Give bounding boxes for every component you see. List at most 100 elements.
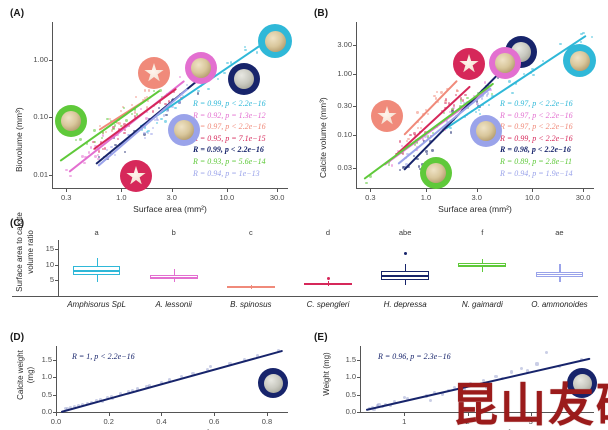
data-point: [417, 126, 420, 129]
data-point: [148, 89, 151, 92]
data-point: [402, 395, 406, 399]
x-tick: [66, 189, 68, 192]
data-point: [415, 148, 418, 152]
axis-line-x: [12, 296, 598, 297]
spinosus-specimen: [138, 57, 170, 89]
data-point: [416, 157, 419, 161]
data-point: [143, 131, 146, 134]
data-point: [419, 126, 422, 129]
y-tick-label: 0.30: [337, 101, 352, 111]
data-point: [590, 35, 594, 38]
data-point: [110, 129, 114, 132]
data-point: [421, 138, 425, 141]
data-point: [89, 146, 93, 149]
data-point: [481, 379, 485, 383]
panel-a-xlabel: Surface area (mm²): [133, 204, 207, 214]
data-point: [145, 117, 148, 120]
species-label-6: O. ammonoides: [531, 300, 588, 309]
x-tick-label: 3.0: [471, 193, 482, 202]
data-point: [390, 164, 394, 167]
ammonoides-specimen: [168, 114, 200, 146]
data-point: [118, 122, 121, 125]
data-point: [108, 117, 112, 120]
data-point: [100, 399, 104, 404]
panel-d-annotation: R = 1, p < 2.2e−16: [72, 352, 135, 361]
data-point: [387, 164, 390, 167]
data-point: [425, 150, 428, 153]
y-tick-label: 1.0: [41, 372, 52, 382]
boxplot-median: [72, 270, 121, 272]
data-point: [459, 99, 463, 102]
data-point: [172, 90, 176, 93]
specimen-core: [459, 54, 479, 73]
y-tick-label: 0.03: [337, 162, 352, 172]
data-point: [541, 59, 545, 62]
y-tick: [357, 412, 360, 413]
data-point: [116, 121, 119, 125]
panel-a-label: (A): [10, 8, 25, 19]
axis-line-y: [58, 240, 59, 296]
data-point: [407, 137, 410, 140]
data-point: [494, 374, 498, 379]
data-point: [442, 111, 445, 115]
y-tick-label: 0.01: [33, 170, 48, 180]
data-point: [434, 97, 438, 100]
specimen-core: [377, 106, 397, 125]
gaimardi-specimen: [420, 157, 452, 189]
data-point: [101, 131, 104, 135]
data-point: [440, 91, 443, 94]
data-point: [511, 91, 514, 95]
specimen-core: [476, 121, 496, 141]
data-point: [105, 148, 108, 152]
data-point: [401, 152, 405, 155]
data-point: [87, 151, 91, 154]
data-point: [409, 134, 412, 137]
data-point: [223, 71, 226, 75]
data-point: [112, 136, 116, 140]
depressa-specimen: [228, 63, 260, 95]
gaimardi-specimen: [55, 105, 87, 137]
data-point: [159, 89, 162, 92]
data-point: [444, 99, 447, 103]
data-point: [166, 109, 169, 113]
data-point: [96, 153, 100, 156]
y-tick: [357, 394, 360, 396]
x-tick: [226, 189, 228, 192]
y-tick: [53, 394, 56, 396]
data-point: [459, 101, 463, 105]
x-tick-label: 3: [528, 417, 533, 426]
specimen-core: [126, 166, 146, 185]
data-point: [155, 117, 158, 120]
data-point: [449, 126, 452, 130]
panel-c-ylabel: Surface area to calcite volume ratio: [15, 212, 35, 292]
boxplot-whisker-upper: [173, 268, 175, 275]
data-point: [243, 45, 247, 49]
x-tick-label: 1: [402, 417, 407, 426]
data-point: [424, 135, 427, 138]
data-point: [133, 111, 137, 114]
data-point: [65, 169, 68, 172]
data-point: [369, 175, 372, 178]
x-tick: [171, 189, 173, 192]
data-point: [480, 97, 484, 100]
data-point: [478, 105, 482, 108]
data-point: [580, 32, 583, 35]
data-point: [79, 138, 82, 141]
data-point: [461, 99, 464, 102]
data-point: [97, 157, 100, 160]
y-tick-label: 15: [45, 244, 54, 254]
data-point: [415, 141, 419, 144]
data-point: [557, 365, 561, 369]
data-point: [153, 118, 156, 121]
data-point: [486, 92, 490, 95]
legend-stat-4: R = 0.99, p < 2.2e−16: [193, 145, 264, 155]
data-point: [85, 142, 89, 145]
y-tick: [353, 73, 356, 75]
significance-letter-3: d: [325, 228, 331, 237]
specimen-core: [495, 53, 515, 73]
y-tick: [353, 106, 356, 108]
data-point: [469, 381, 473, 385]
y-tick: [53, 412, 56, 413]
specimen-core: [263, 373, 283, 393]
y-tick-label: 10: [45, 259, 54, 269]
